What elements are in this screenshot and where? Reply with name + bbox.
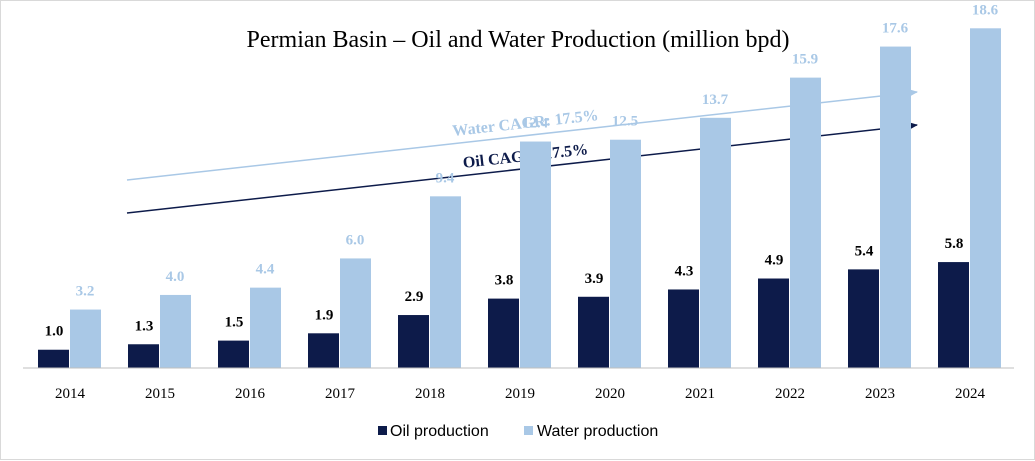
label-water-2023: 17.6 (882, 21, 909, 37)
chart-title: Permian Basin – Oil and Water Production… (247, 27, 790, 53)
bar-water-2017 (340, 258, 371, 368)
x-tick-2018: 2018 (415, 386, 445, 402)
bar-water-2014 (70, 309, 101, 368)
x-tick-2019: 2019 (505, 386, 535, 402)
bar-oil-2019 (488, 298, 519, 368)
label-oil-2016: 1.5 (225, 315, 244, 331)
label-water-2020: 12.5 (612, 114, 638, 130)
label-oil-2015: 1.3 (135, 318, 154, 334)
label-oil-2014: 1.0 (45, 324, 64, 340)
legend: Oil production Water production (378, 423, 658, 440)
bar-water-2019 (520, 141, 551, 368)
legend-label-oil: Oil production (390, 423, 489, 440)
label-water-2016: 4.4 (256, 262, 275, 278)
x-tick-2023: 2023 (865, 386, 895, 402)
label-oil-2020: 3.9 (585, 271, 604, 287)
label-oil-2019: 3.8 (495, 273, 514, 289)
x-tick-2016: 2016 (235, 386, 266, 402)
bar-water-2023 (880, 46, 911, 368)
bar-oil-2017 (308, 333, 339, 368)
x-tick-2015: 2015 (145, 386, 175, 402)
x-axis-ticks: 2014 2015 2016 2017 2018 2019 2020 2021 2022 2023… (55, 386, 986, 402)
bar-water-2020 (610, 139, 641, 368)
bar-oil-2023 (848, 269, 879, 368)
bar-oil-2014 (38, 349, 69, 368)
x-tick-2020: 2020 (595, 386, 625, 402)
bar-oil-2021 (668, 289, 699, 368)
label-water-2014: 3.2 (76, 284, 95, 300)
x-tick-2021: 2021 (685, 386, 715, 402)
x-tick-2014: 2014 (55, 386, 86, 402)
bar-oil-2022 (758, 278, 789, 368)
label-water-2019: 12.4 (522, 116, 549, 132)
label-oil-2018: 2.9 (405, 289, 424, 305)
bar-water-2021 (700, 117, 731, 368)
bars (38, 28, 1001, 369)
label-water-2017: 6.0 (346, 232, 365, 248)
bar-water-2018 (430, 196, 461, 368)
bar-oil-2015 (128, 344, 159, 368)
label-oil-2017: 1.9 (315, 307, 334, 323)
bar-water-2015 (160, 294, 191, 368)
label-oil-2022: 4.9 (765, 253, 784, 269)
legend-label-water: Water production (537, 423, 658, 440)
x-tick-2024: 2024 (955, 386, 986, 402)
bar-oil-2020 (578, 296, 609, 368)
label-water-2015: 4.0 (166, 269, 185, 285)
label-water-2024: 18.6 (972, 2, 999, 18)
x-tick-2022: 2022 (775, 386, 805, 402)
bar-water-2022 (790, 77, 821, 369)
legend-swatch-oil (378, 426, 387, 435)
bar-oil-2016 (218, 340, 249, 368)
water-cagr-arrow (126, 88, 918, 181)
label-water-2018: 9.4 (436, 170, 455, 186)
bar-water-2024 (970, 28, 1001, 368)
legend-swatch-water (524, 426, 533, 435)
bar-oil-2024 (938, 262, 969, 368)
x-tick-2017: 2017 (325, 386, 356, 402)
label-water-2021: 13.7 (702, 92, 729, 108)
bar-water-2016 (250, 287, 281, 368)
label-water-2022: 15.9 (792, 52, 818, 68)
bar-oil-2018 (398, 315, 429, 368)
value-labels: 1.0 3.2 1.3 4.0 1.5 4.4 1.9 6.0 2.9 9.4 3.8 12.4 3.9… (45, 2, 999, 339)
label-oil-2024: 5.8 (945, 236, 964, 252)
label-oil-2023: 5.4 (855, 243, 874, 259)
label-oil-2021: 4.3 (675, 263, 694, 279)
